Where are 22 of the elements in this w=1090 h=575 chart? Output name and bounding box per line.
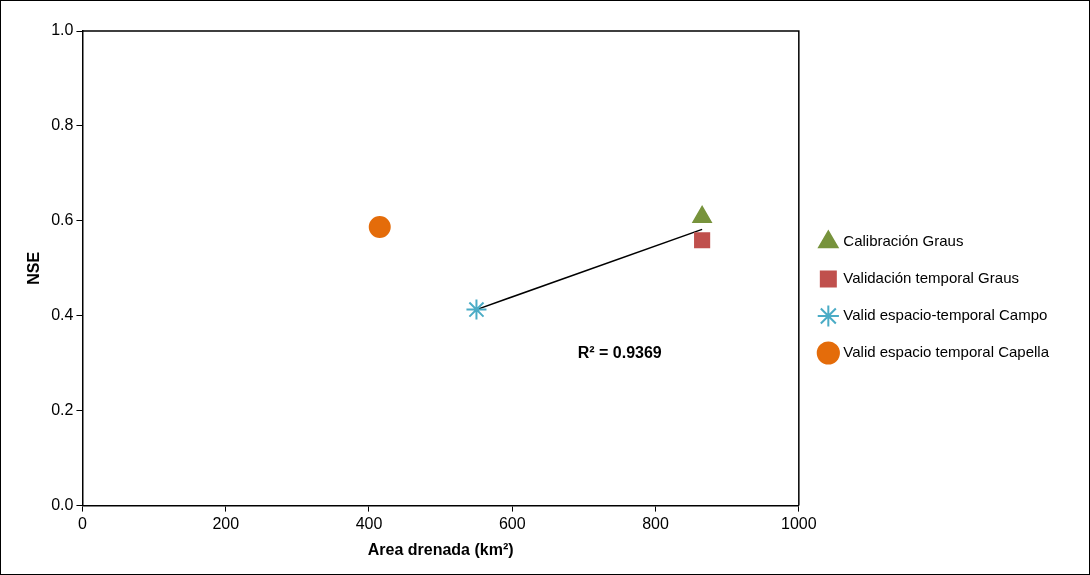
y-tick-label: 0.4	[51, 306, 74, 324]
point	[465, 298, 488, 321]
legend-label: Validación temporal Graus	[843, 269, 1019, 287]
x-tick-label: 800	[642, 514, 669, 532]
legend-label: Calibración Graus	[843, 232, 964, 250]
x-axis-title: Area drenada (km²)	[367, 540, 514, 558]
x-tick-label: 400	[355, 514, 383, 532]
x-tick-label: 200	[212, 514, 240, 532]
annotation: R² = 0.9369	[577, 344, 662, 362]
legend-label: Valid espacio-temporal Campo	[843, 306, 1048, 324]
y-axis-title: NSE	[25, 251, 43, 285]
point	[694, 232, 711, 249]
x-tick-label: 0	[77, 514, 87, 532]
y-tick-label: 0.2	[51, 401, 74, 419]
y-tick-label: 0.8	[51, 116, 74, 134]
y-tick-label: 0.0	[51, 496, 74, 514]
x-tick-label: 600	[498, 514, 526, 532]
x-tick-label: 1000	[781, 514, 817, 532]
y-tick-label: 0.6	[51, 211, 74, 229]
y-tick-label: 1.0	[51, 21, 74, 39]
point	[368, 216, 391, 239]
legend-label: Valid espacio temporal Capella	[843, 343, 1050, 361]
